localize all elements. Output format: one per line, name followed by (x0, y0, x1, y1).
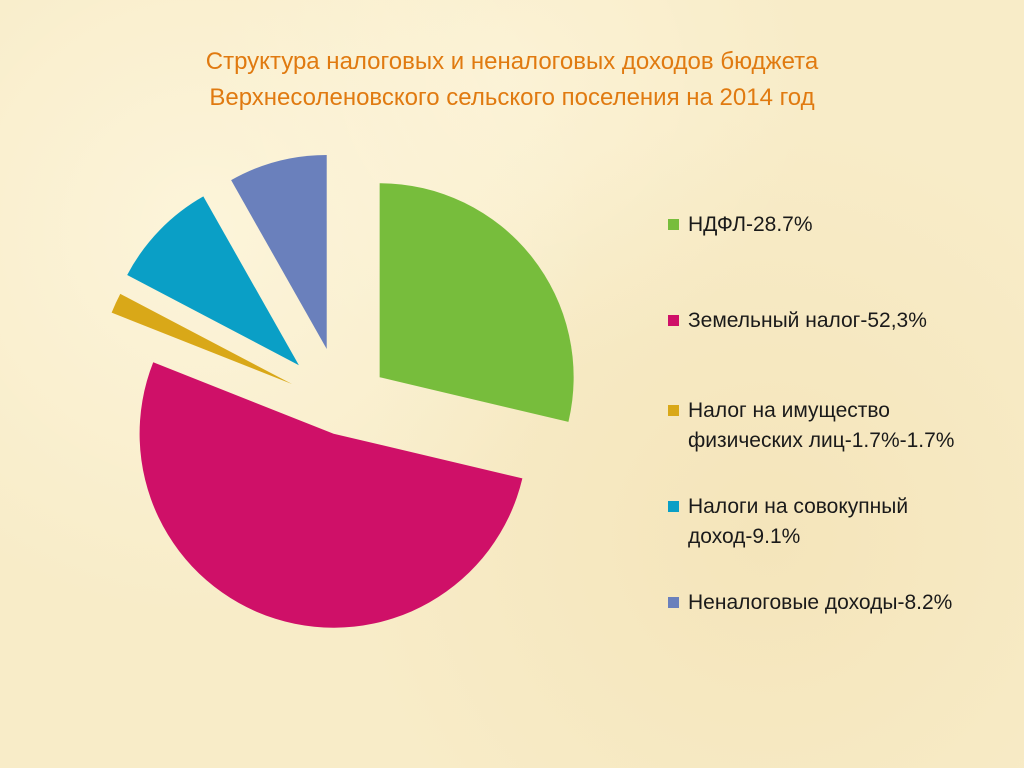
legend-item-non-tax-income: Неналоговые доходы-8.2% (668, 588, 998, 618)
legend-label-property-tax: Налог на имущество физических лиц-1.7%-1… (688, 399, 955, 452)
chart-title-line-2: Верхнесоленовского сельского поселения н… (209, 84, 815, 111)
pie-slice-aggregate-income-tax (127, 196, 299, 366)
legend-swatch-property-tax (668, 405, 679, 416)
legend-item-ndfl: НДФЛ-28.7% (668, 210, 998, 240)
legend-label-aggregate-income-tax: Налоги на совокупный доход-9.1% (688, 495, 909, 548)
legend-label-land-tax: Земельный налог-52,3% (688, 309, 927, 332)
legend-swatch-aggregate-income-tax (668, 501, 679, 512)
legend-swatch-ndfl (668, 219, 679, 230)
legend-swatch-land-tax (668, 315, 679, 326)
legend-swatch-non-tax-income (668, 597, 679, 608)
chart-title-line-1: Структура налоговых и неналоговых доходо… (205, 48, 819, 75)
pie-slice-ndfl (379, 183, 574, 422)
pie-slice-property-tax (111, 293, 293, 385)
legend-label-ndfl: НДФЛ-28.7% (688, 213, 813, 236)
legend-item-aggregate-income-tax: Налоги на совокупный доход-9.1% (668, 492, 998, 552)
pie-slice-land-tax (139, 362, 523, 628)
legend-label-non-tax-income: Неналоговые доходы-8.2% (688, 591, 953, 614)
legend-item-land-tax: Земельный налог-52,3% (668, 306, 998, 336)
pie-slice-non-tax-income (231, 154, 327, 349)
chart-title: Структура налоговых и неналоговых доходо… (0, 44, 1024, 116)
legend-item-property-tax: Налог на имущество физических лиц-1.7%-1… (668, 396, 998, 456)
